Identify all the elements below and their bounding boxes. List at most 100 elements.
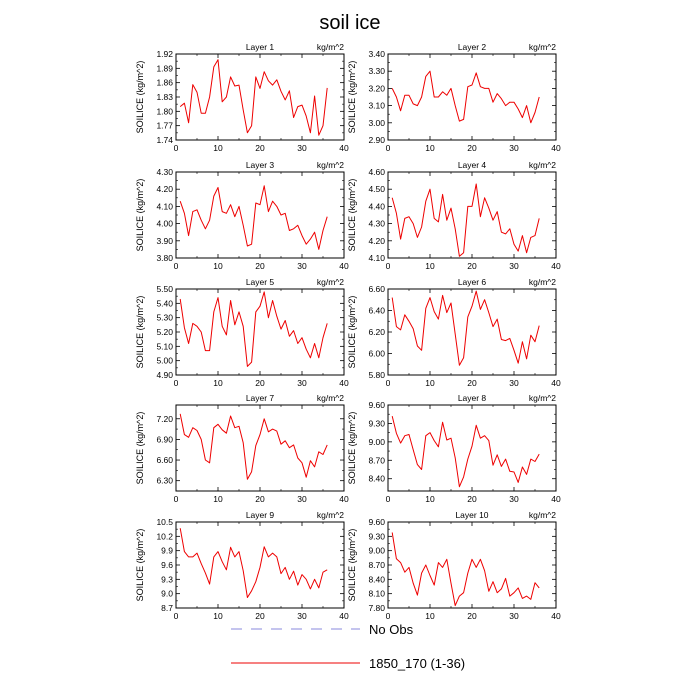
y-tick-label: 10.2 bbox=[156, 531, 173, 541]
y-axis-label: SOILICE (kg/m^2) bbox=[347, 412, 357, 485]
panel-layer-6: Layer 6 kg/m^2 0 10 20 30 40 5.80 6.00 6.20 6.40 6.… bbox=[347, 277, 561, 388]
figure-title: soil ice bbox=[319, 12, 380, 34]
y-tick-label: 3.40 bbox=[368, 49, 385, 59]
y-tick-label: 1.74 bbox=[156, 135, 173, 145]
x-tick-label: 40 bbox=[551, 378, 561, 388]
panel-units: kg/m^2 bbox=[529, 160, 556, 170]
y-tick-label: 6.40 bbox=[368, 306, 385, 316]
y-tick-label: 3.80 bbox=[156, 253, 173, 263]
y-tick-label: 1.86 bbox=[156, 78, 173, 88]
series-line bbox=[179, 59, 328, 136]
y-tick-label: 4.40 bbox=[368, 201, 385, 211]
panel-units: kg/m^2 bbox=[317, 393, 344, 403]
x-tick-label: 10 bbox=[425, 143, 435, 153]
panel-title: Layer 5 bbox=[246, 277, 275, 287]
y-tick-label: 2.90 bbox=[368, 135, 385, 145]
panel-title: Layer 7 bbox=[246, 393, 275, 403]
x-tick-label: 0 bbox=[174, 611, 179, 621]
panel-title: Layer 2 bbox=[458, 42, 487, 52]
x-tick-label: 30 bbox=[509, 494, 519, 504]
y-tick-label: 4.10 bbox=[156, 201, 173, 211]
panel-layer-10: Layer 10 kg/m^2 0 10 20 30 40 7.80 8.10 8.40 8.70 9… bbox=[347, 510, 561, 621]
x-tick-label: 30 bbox=[297, 611, 307, 621]
y-tick-label: 5.80 bbox=[368, 370, 385, 380]
legend: No Obs 1850_170 (1-36) bbox=[231, 622, 465, 671]
x-tick-label: 0 bbox=[386, 143, 391, 153]
plot-frame bbox=[175, 404, 345, 492]
x-tick-label: 10 bbox=[213, 261, 223, 271]
x-tick-label: 30 bbox=[509, 378, 519, 388]
panel-title: Layer 1 bbox=[246, 42, 275, 52]
plot-frame bbox=[175, 53, 345, 141]
legend-no-obs-label: No Obs bbox=[369, 622, 414, 637]
plot-frame bbox=[387, 521, 557, 609]
x-tick-label: 0 bbox=[386, 378, 391, 388]
plot-frame bbox=[175, 171, 345, 259]
x-tick-label: 40 bbox=[339, 261, 349, 271]
y-tick-label: 1.77 bbox=[156, 121, 173, 131]
panels-grid: Layer 1 kg/m^2 0 10 20 30 40 1.74 1.77 1.80 1.83 1.… bbox=[135, 42, 561, 621]
panel-units: kg/m^2 bbox=[529, 42, 556, 52]
y-tick-label: 8.40 bbox=[368, 574, 385, 584]
y-axis-label: SOILICE (kg/m^2) bbox=[347, 529, 357, 602]
panel-layer-2: Layer 2 kg/m^2 0 10 20 30 40 2.90 3.00 3.10 3.20 3.… bbox=[347, 42, 561, 153]
series-line bbox=[391, 70, 540, 124]
series-line bbox=[179, 528, 328, 598]
y-tick-label: 9.3 bbox=[161, 574, 173, 584]
panel-layer-4: Layer 4 kg/m^2 0 10 20 30 40 4.10 4.20 4.30 4.40 4.… bbox=[347, 160, 561, 271]
y-axis-label: SOILICE (kg/m^2) bbox=[347, 179, 357, 252]
x-tick-label: 40 bbox=[339, 611, 349, 621]
y-axis-label: SOILICE (kg/m^2) bbox=[135, 529, 145, 602]
x-tick-label: 0 bbox=[174, 261, 179, 271]
x-tick-label: 10 bbox=[425, 494, 435, 504]
panel-layer-8: Layer 8 kg/m^2 0 10 20 30 40 8.40 8.70 9.00 9.30 9.… bbox=[347, 393, 561, 504]
panel-units: kg/m^2 bbox=[529, 510, 556, 520]
x-tick-label: 0 bbox=[174, 494, 179, 504]
panel-units: kg/m^2 bbox=[529, 393, 556, 403]
y-tick-label: 4.20 bbox=[156, 184, 173, 194]
y-tick-label: 6.90 bbox=[156, 434, 173, 444]
panel-layer-3: Layer 3 kg/m^2 0 10 20 30 40 3.80 3.90 4.00 4.10 4.… bbox=[135, 160, 349, 271]
y-tick-label: 4.10 bbox=[368, 253, 385, 263]
y-tick-label: 9.00 bbox=[368, 437, 385, 447]
panel-title: Layer 8 bbox=[458, 393, 487, 403]
x-tick-label: 30 bbox=[509, 611, 519, 621]
panel-layer-1: Layer 1 kg/m^2 0 10 20 30 40 1.74 1.77 1.80 1.83 1.… bbox=[135, 42, 349, 153]
x-tick-label: 20 bbox=[467, 494, 477, 504]
x-tick-label: 10 bbox=[213, 611, 223, 621]
y-tick-label: 4.30 bbox=[368, 219, 385, 229]
y-tick-label: 9.00 bbox=[368, 546, 385, 556]
y-axis-label: SOILICE (kg/m^2) bbox=[135, 179, 145, 252]
panel-units: kg/m^2 bbox=[529, 277, 556, 287]
x-tick-label: 10 bbox=[425, 611, 435, 621]
x-tick-label: 40 bbox=[339, 494, 349, 504]
panel-units: kg/m^2 bbox=[317, 277, 344, 287]
y-axis-label: SOILICE (kg/m^2) bbox=[135, 61, 145, 134]
x-tick-label: 0 bbox=[386, 611, 391, 621]
plot-frame bbox=[387, 53, 557, 141]
x-tick-label: 20 bbox=[255, 378, 265, 388]
series-line bbox=[391, 532, 540, 607]
series-line bbox=[391, 290, 540, 366]
y-axis-label: SOILICE (kg/m^2) bbox=[347, 61, 357, 134]
x-tick-label: 10 bbox=[425, 378, 435, 388]
y-tick-label: 5.00 bbox=[156, 356, 173, 366]
y-tick-label: 5.10 bbox=[156, 341, 173, 351]
x-tick-label: 10 bbox=[213, 378, 223, 388]
y-tick-label: 6.20 bbox=[368, 327, 385, 337]
series-line bbox=[391, 415, 540, 488]
y-tick-label: 5.30 bbox=[156, 313, 173, 323]
y-tick-label: 9.9 bbox=[161, 546, 173, 556]
x-tick-label: 30 bbox=[509, 143, 519, 153]
y-tick-label: 6.00 bbox=[368, 349, 385, 359]
x-tick-label: 20 bbox=[467, 378, 477, 388]
x-tick-label: 20 bbox=[255, 261, 265, 271]
panel-title: Layer 10 bbox=[455, 510, 488, 520]
y-tick-label: 3.30 bbox=[368, 66, 385, 76]
x-tick-label: 10 bbox=[213, 143, 223, 153]
x-tick-label: 0 bbox=[386, 261, 391, 271]
y-tick-label: 8.70 bbox=[368, 560, 385, 570]
panel-title: Layer 4 bbox=[458, 160, 487, 170]
series-line bbox=[179, 291, 328, 367]
